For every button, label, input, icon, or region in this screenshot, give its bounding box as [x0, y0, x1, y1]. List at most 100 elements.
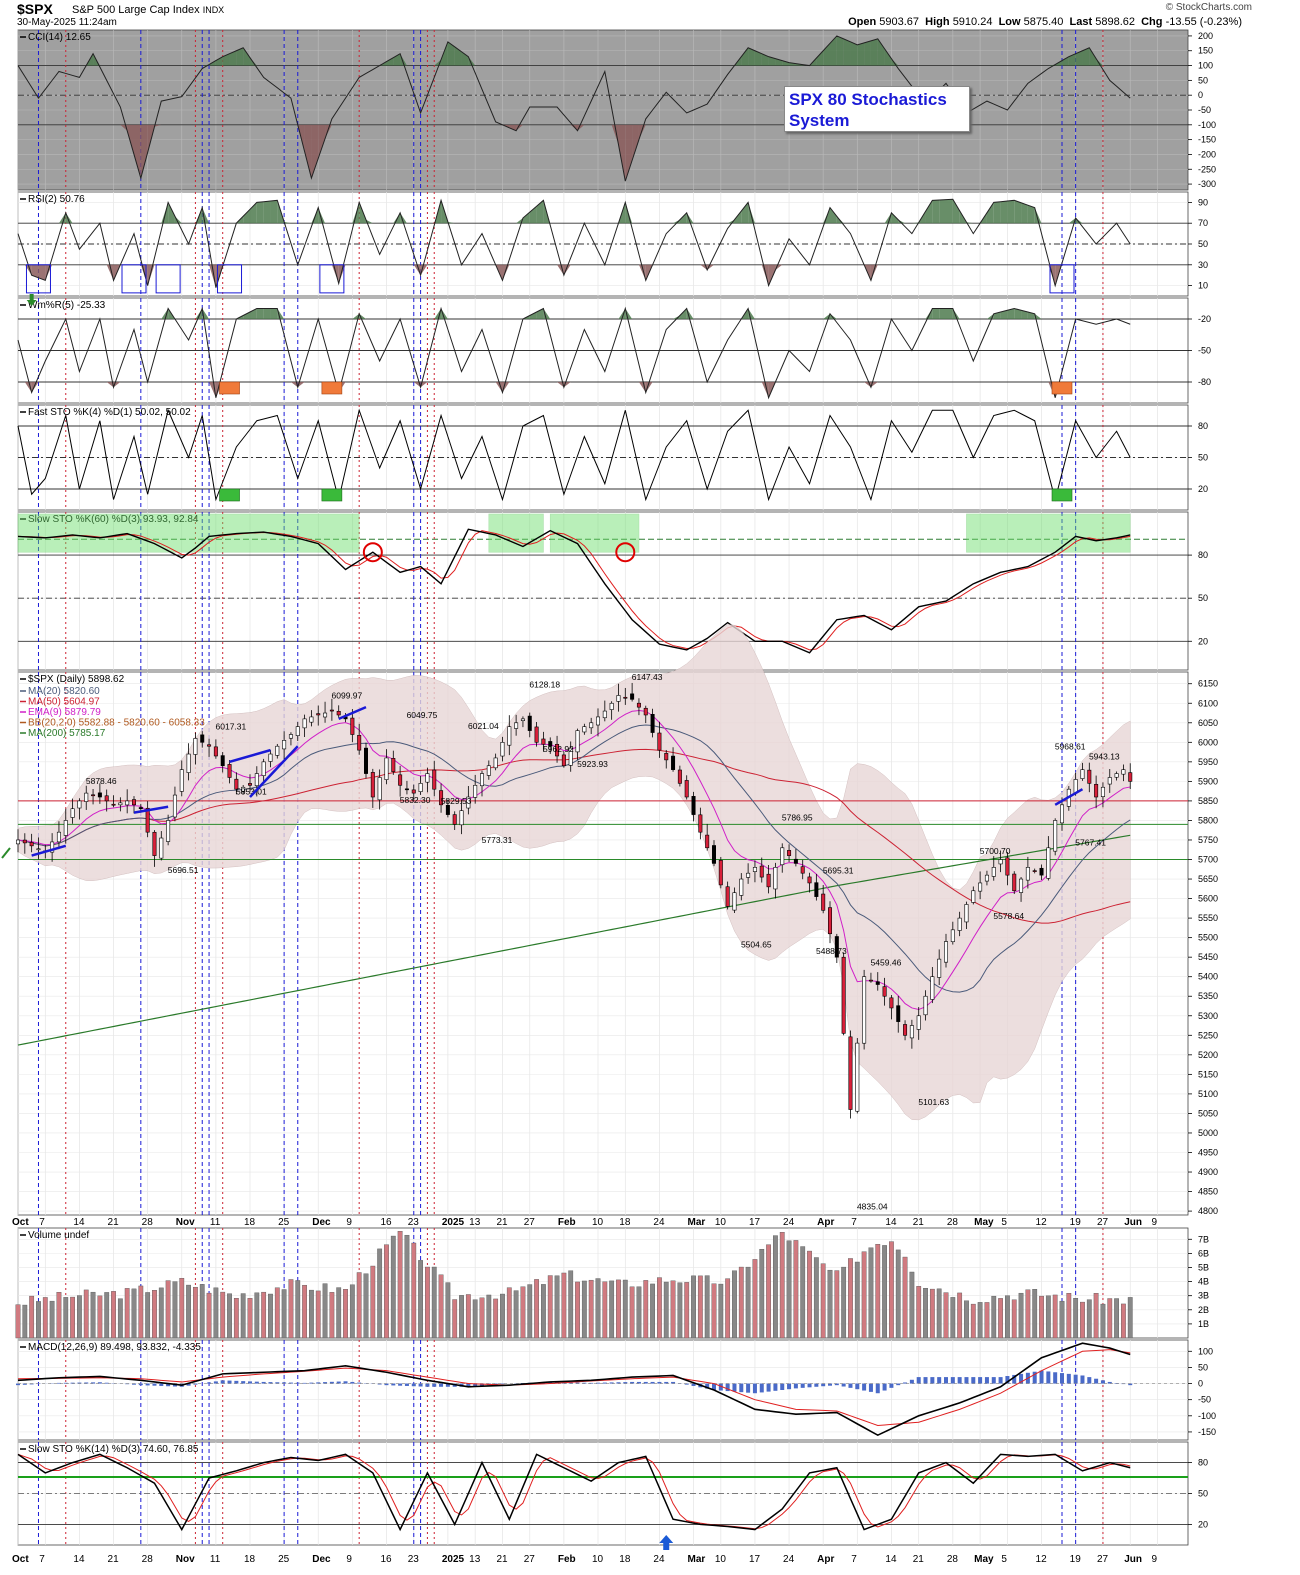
candle-body [998, 859, 1003, 865]
x-tick-label: 27 [524, 1217, 536, 1228]
volume-bar [438, 1274, 444, 1339]
volume-bar [957, 1292, 963, 1339]
candle-body [1100, 786, 1105, 797]
candle-body [548, 741, 553, 747]
candle-body [302, 718, 307, 729]
oversold-fill [495, 382, 503, 393]
overbought-fill [263, 201, 271, 224]
overbought-fill [1062, 56, 1069, 66]
candle-body [520, 718, 525, 722]
volume-bar [732, 1270, 737, 1339]
macd-histogram-bar [261, 1381, 266, 1384]
overbought-fill [1007, 308, 1015, 319]
candle-body [36, 848, 41, 851]
overbought-fill [447, 221, 455, 224]
volume-bar [970, 1303, 976, 1339]
volume-bar [520, 1286, 526, 1339]
volume-bar [800, 1246, 806, 1339]
macd-histogram-bar [480, 1383, 484, 1386]
oversold-fill [563, 264, 571, 276]
price-label: 5767.41 [1075, 837, 1106, 847]
candle-body [391, 758, 396, 772]
x-tick-label-bottom: Nov [176, 1554, 195, 1565]
macd-histogram-bar [63, 1382, 68, 1384]
macd-histogram-bar [302, 1382, 307, 1384]
candle-body [152, 831, 157, 856]
macd-histogram-bar [582, 1382, 587, 1384]
overbought-fill [1000, 201, 1008, 224]
indicator-line-cci [17, 35, 1131, 182]
price-label: 5488.73 [816, 946, 847, 956]
volume-bar [895, 1249, 901, 1339]
overbought-fill [366, 219, 373, 224]
x-tick-label: 21 [108, 1217, 120, 1228]
volume-bar [718, 1283, 724, 1339]
candle-body [609, 702, 614, 710]
macd-histogram-bar [1005, 1376, 1010, 1384]
candle-body [486, 765, 491, 776]
candle-body [452, 814, 457, 825]
macd-histogram-bar [343, 1381, 348, 1384]
price-label: 6099.97 [332, 690, 363, 700]
x-tick-label: 9 [346, 1217, 352, 1228]
volume-bar [90, 1291, 96, 1339]
x-tick-label: Apr [817, 1217, 834, 1228]
y-tick-label: 5700 [1198, 855, 1218, 865]
candle-body [97, 792, 102, 798]
macd-histogram-bar [384, 1383, 389, 1386]
macd-histogram-bar [254, 1381, 259, 1384]
volume-bar [629, 1286, 635, 1339]
x-tick-label: 14 [885, 1217, 897, 1228]
candle-body [384, 757, 389, 780]
volume-bar [834, 1270, 840, 1339]
y-tick-label: 100 [1198, 1346, 1213, 1356]
y-tick-label: 0 [1198, 1379, 1203, 1389]
volume-bar [472, 1299, 478, 1339]
overbought-fill [468, 56, 476, 66]
volume-bar [622, 1279, 628, 1339]
overbought-fill [952, 308, 960, 319]
macd-histogram-bar [282, 1382, 287, 1384]
overbought-fill [952, 199, 960, 224]
candle-body [561, 754, 566, 767]
candle-body [909, 1025, 914, 1039]
macd-histogram-bar [138, 1383, 143, 1386]
williams-signal-box [1051, 381, 1073, 395]
volume-bar [56, 1292, 62, 1339]
overbought-fill [686, 212, 694, 224]
candle-body [84, 792, 89, 802]
oversold-fill [413, 264, 421, 276]
price-label: 4835.04 [857, 1201, 888, 1211]
x-tick-label: Dec [312, 1217, 331, 1228]
oversold-fill [311, 124, 319, 179]
overbought-fill [1014, 308, 1022, 319]
macd-histogram-bar [705, 1383, 710, 1389]
macd-histogram-bar [984, 1377, 989, 1384]
candle-body [923, 995, 928, 1016]
overbought-fill [1034, 207, 1042, 224]
overbought-fill [1089, 47, 1097, 66]
volume-bar [1073, 1298, 1079, 1339]
overbought-fill [932, 308, 940, 319]
volume-bar [643, 1280, 649, 1339]
candle-body [1114, 773, 1119, 778]
volume-bar [1052, 1294, 1058, 1339]
macd-line [17, 1342, 1131, 1437]
x-tick-label: 14 [73, 1217, 85, 1228]
volume-bar [425, 1266, 430, 1339]
macd-histogram-bar [923, 1377, 928, 1384]
volume-bar [349, 1284, 355, 1339]
macd-histogram-bar [1012, 1374, 1017, 1384]
volume-bar [329, 1292, 335, 1339]
y-tick-label: 10 [1198, 281, 1208, 291]
candle-body [971, 890, 976, 903]
overbought-fill [400, 53, 407, 66]
candle-body [500, 742, 505, 757]
price-label: 5773.31 [482, 835, 513, 845]
sell-signal-circle [362, 542, 383, 563]
candle-body [186, 753, 191, 773]
ma50-line [17, 748, 1131, 924]
price-label: 5786.95 [782, 813, 813, 823]
macd-histogram-bar [207, 1382, 212, 1384]
candle-body [22, 839, 27, 844]
